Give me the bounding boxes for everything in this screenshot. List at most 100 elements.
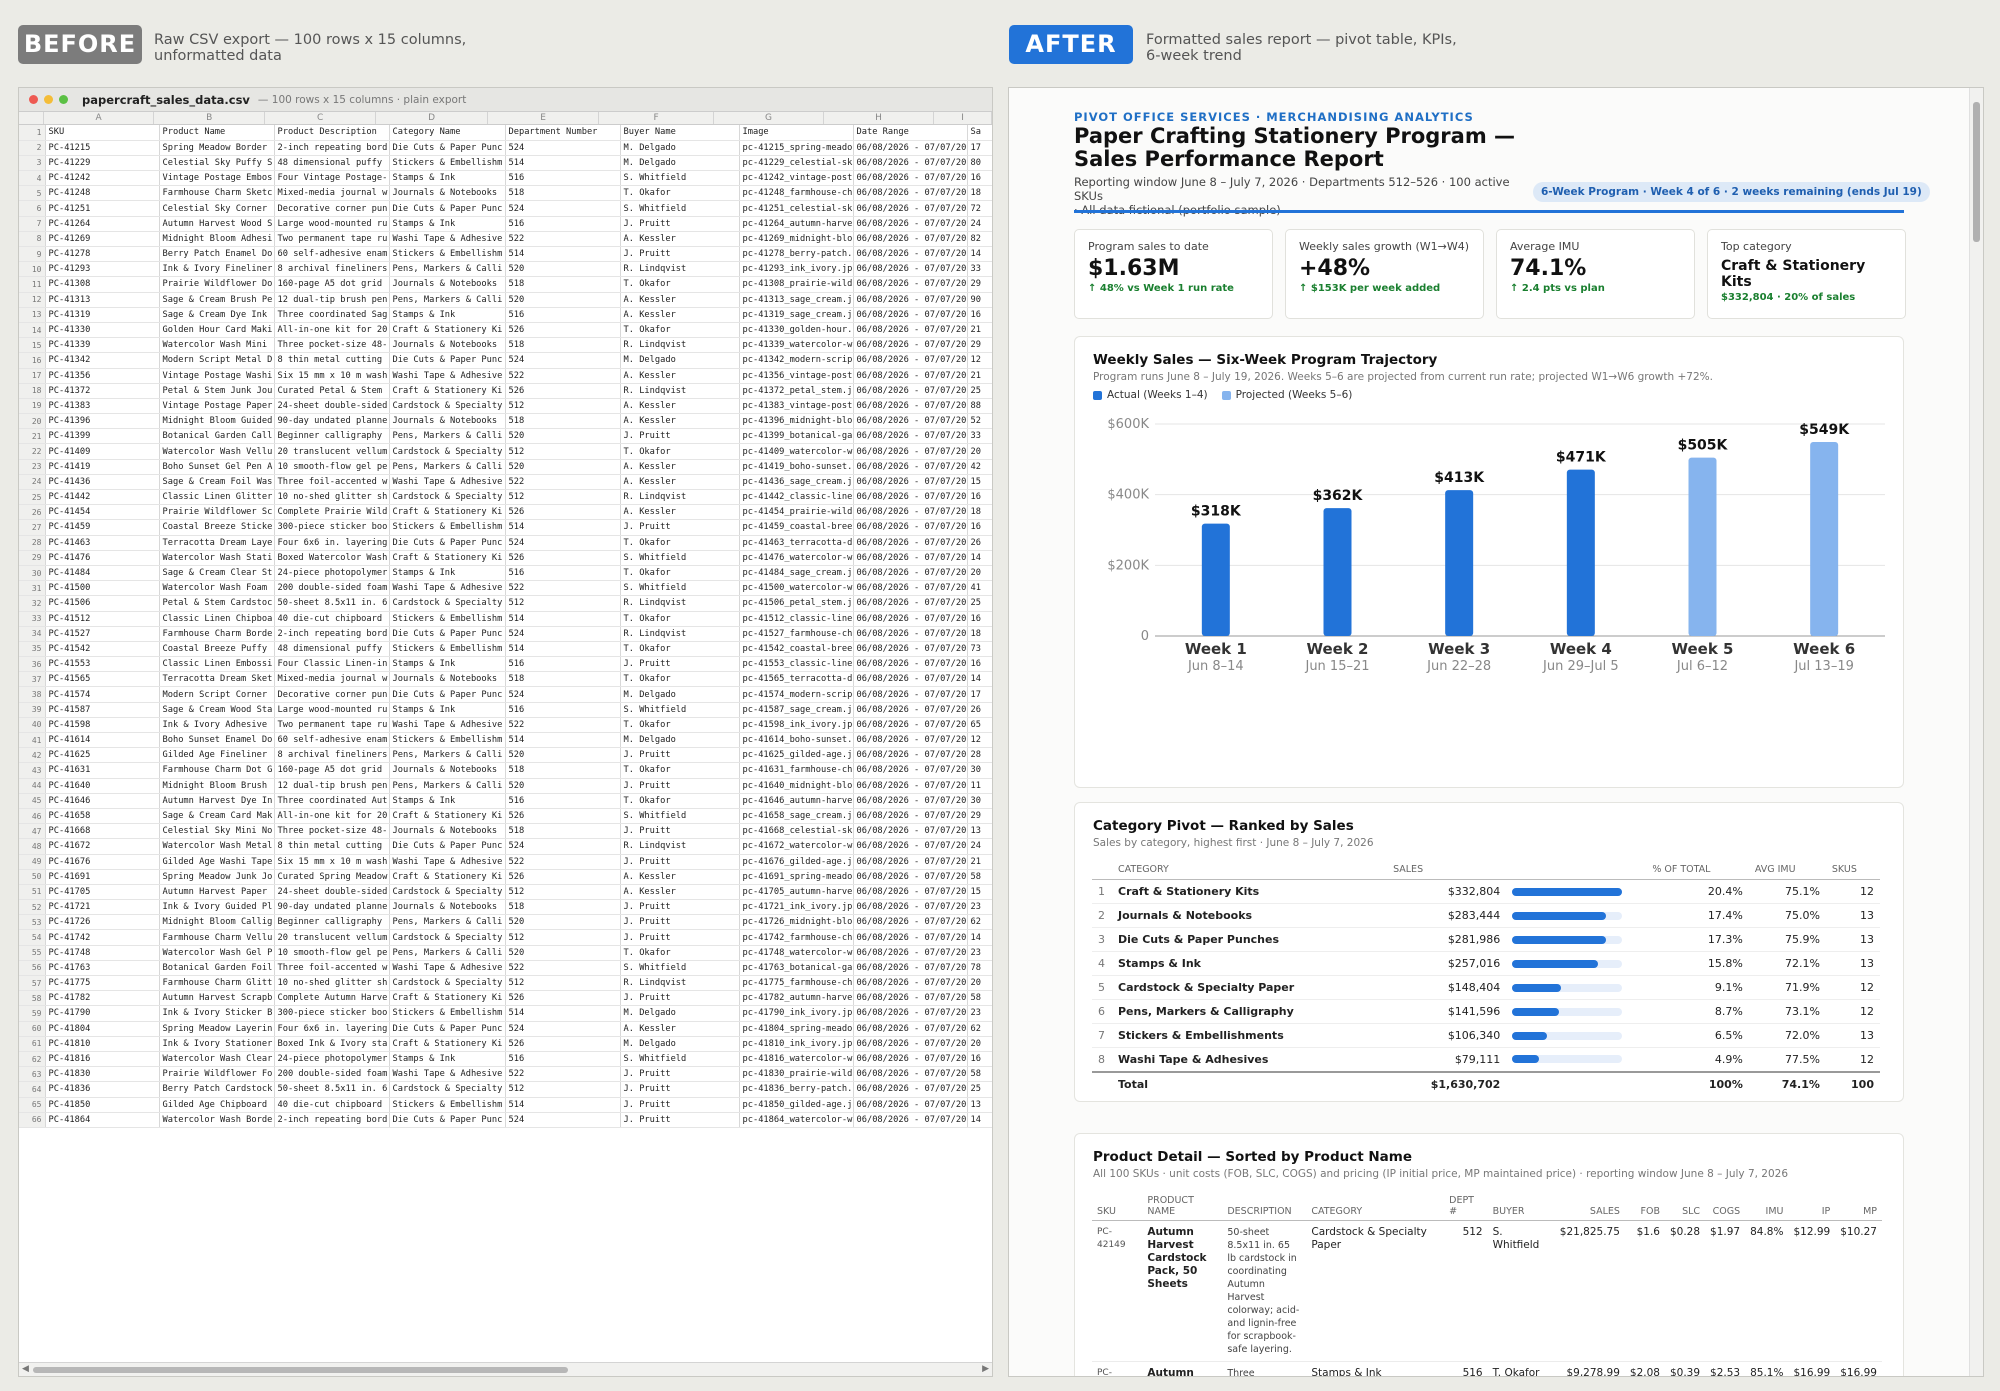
csv-cell[interactable]: Four 6x6 in. layering <box>274 1021 390 1037</box>
csv-cell[interactable]: 526 <box>505 869 621 885</box>
csv-cell[interactable]: PC-41383 <box>45 398 160 415</box>
csv-cell[interactable]: 80 <box>967 155 992 172</box>
csv-cell[interactable]: 06/08/2026 - 07/07/20 <box>853 337 968 354</box>
csv-cell[interactable]: pc-41251_celestial-sk <box>739 200 854 217</box>
csv-cell[interactable]: 21 <box>967 854 992 870</box>
csv-cell[interactable]: 58 <box>967 1066 992 1083</box>
csv-cell[interactable]: Category Name <box>389 125 506 141</box>
csv-cell[interactable]: Die Cuts & Paper Punc <box>389 352 506 369</box>
csv-cell[interactable]: T. Okafor <box>620 185 740 202</box>
csv-cell[interactable]: J. Pruitt <box>620 929 740 946</box>
csv-cell[interactable]: 526 <box>505 504 621 521</box>
csv-cell[interactable]: pc-41782_autumn-harve <box>739 990 854 1007</box>
csv-cell[interactable]: 06/08/2026 - 07/07/20 <box>853 185 968 202</box>
csv-cell[interactable]: PC-41442 <box>45 489 160 506</box>
csv-cell[interactable]: Stamps & Ink <box>389 1051 506 1068</box>
csv-cell[interactable]: Watercolor Wash Mini <box>159 337 275 354</box>
csv-cell[interactable]: Ink & Ivory Sticker B <box>159 1005 275 1022</box>
csv-cell[interactable]: PC-41565 <box>45 671 160 688</box>
csv-cell[interactable]: Spring Meadow Layerin <box>159 1021 275 1037</box>
csv-cell[interactable]: PC-41248 <box>45 185 160 202</box>
csv-cell[interactable]: Vintage Postage Paper <box>159 398 275 415</box>
csv-cell[interactable]: 16 <box>967 489 992 506</box>
csv-cell[interactable]: Watercolor Wash Vellu <box>159 443 275 460</box>
csv-cell[interactable]: Mixed-media journal w <box>274 671 390 688</box>
detail-col-header[interactable]: MP <box>1835 1192 1882 1221</box>
csv-cell[interactable]: Pens, Markers & Calli <box>389 459 506 475</box>
csv-cell[interactable]: pc-41436_sage_cream.j <box>739 474 854 491</box>
csv-cell[interactable]: Sage & Cream Clear St <box>159 565 275 582</box>
csv-cell[interactable]: 12 <box>967 732 992 749</box>
csv-cell[interactable]: Washi Tape & Adhesive <box>389 231 506 248</box>
csv-cell[interactable]: Coastal Breeze Puffy <box>159 641 275 658</box>
csv-cell[interactable]: 06/08/2026 - 07/07/20 <box>853 352 968 369</box>
csv-cell[interactable]: 10 smooth-flow gel pe <box>274 459 390 475</box>
csv-cell[interactable]: 06/08/2026 - 07/07/20 <box>853 292 968 308</box>
csv-cell[interactable]: PC-41242 <box>45 170 160 187</box>
csv-cell[interactable]: pc-41705_autumn-harve <box>739 884 854 901</box>
csv-cell[interactable]: Beginner calligraphy <box>274 428 390 445</box>
csv-cell[interactable]: 520 <box>505 261 621 278</box>
csv-cell[interactable]: Large wood-mounted ru <box>274 702 390 718</box>
csv-cell[interactable]: PC-41614 <box>45 732 160 749</box>
csv-cell[interactable]: Two permanent tape ru <box>274 717 390 734</box>
csv-cell[interactable]: R. Lindqvist <box>620 838 740 855</box>
csv-cell[interactable]: 520 <box>505 428 621 445</box>
csv-cell[interactable]: 06/08/2026 - 07/07/20 <box>853 960 968 977</box>
csv-cell[interactable]: M. Delgado <box>620 140 740 156</box>
csv-cell[interactable]: Three foil-accented w <box>274 474 390 491</box>
csv-cell[interactable]: pc-41506_petal_stem.j <box>739 595 854 612</box>
csv-cell[interactable]: 06/08/2026 - 07/07/20 <box>853 656 968 673</box>
csv-cell[interactable]: PC-41229 <box>45 155 160 172</box>
csv-cell[interactable]: T. Okafor <box>620 945 740 961</box>
csv-cell[interactable]: Craft & Stationery Ki <box>389 504 506 521</box>
csv-cell[interactable]: PC-41342 <box>45 352 160 369</box>
csv-cell[interactable]: S. Whitfield <box>620 170 740 187</box>
csv-cell[interactable]: Sage & Cream Card Mak <box>159 808 275 825</box>
csv-cell[interactable]: J. Pruitt <box>620 1081 740 1098</box>
csv-cell[interactable]: J. Pruitt <box>620 778 740 794</box>
csv-cell[interactable]: PC-41775 <box>45 975 160 992</box>
csv-cell[interactable]: 50-sheet 8.5x11 in. 6 <box>274 1081 390 1098</box>
csv-cell[interactable]: 526 <box>505 990 621 1007</box>
csv-cell[interactable]: Watercolor Wash Foam <box>159 580 275 597</box>
column-letter[interactable] <box>19 112 45 124</box>
csv-cell[interactable]: 06/08/2026 - 07/07/20 <box>853 929 968 946</box>
csv-cell[interactable]: PC-41476 <box>45 550 160 566</box>
column-letter[interactable]: C <box>265 112 377 124</box>
csv-cell[interactable]: PC-41668 <box>45 823 160 840</box>
csv-cell[interactable]: 524 <box>505 352 621 369</box>
csv-cell[interactable]: pc-41672_watercolor-w <box>739 838 854 855</box>
detail-col-header[interactable]: IMU <box>1745 1192 1789 1221</box>
csv-cell[interactable]: 06/08/2026 - 07/07/20 <box>853 808 968 825</box>
csv-cell[interactable]: PC-41625 <box>45 747 160 764</box>
csv-cell[interactable]: Washi Tape & Adhesive <box>389 368 506 384</box>
csv-cell[interactable]: Die Cuts & Paper Punc <box>389 140 506 156</box>
csv-cell[interactable]: Stamps & Ink <box>389 656 506 673</box>
csv-cell[interactable]: 50-sheet 8.5x11 in. 6 <box>274 595 390 612</box>
csv-cell[interactable]: 520 <box>505 778 621 794</box>
csv-cell[interactable]: pc-41574_modern-scrip <box>739 686 854 703</box>
csv-cell[interactable]: 12 <box>967 352 992 369</box>
csv-cell[interactable]: PC-41251 <box>45 200 160 217</box>
csv-cell[interactable]: 29 <box>967 337 992 354</box>
csv-cell[interactable]: 12 dual-tip brush pen <box>274 778 390 794</box>
csv-cell[interactable]: 524 <box>505 1112 621 1128</box>
csv-cell[interactable]: Stamps & Ink <box>389 307 506 323</box>
column-letter[interactable]: I <box>934 112 992 124</box>
csv-cell[interactable]: Journals & Notebooks <box>389 413 506 430</box>
csv-cell[interactable]: Journals & Notebooks <box>389 823 506 840</box>
csv-cell[interactable]: 526 <box>505 383 621 399</box>
csv-cell[interactable]: Cardstock & Specialty <box>389 929 506 946</box>
csv-cell[interactable]: 2-inch repeating bord <box>274 626 390 642</box>
csv-cell[interactable]: Pens, Markers & Calli <box>389 292 506 308</box>
csv-cell[interactable]: 06/08/2026 - 07/07/20 <box>853 443 968 460</box>
csv-cell[interactable]: 20 <box>967 565 992 582</box>
csv-cell[interactable]: 524 <box>505 838 621 855</box>
csv-cell[interactable]: 06/08/2026 - 07/07/20 <box>853 1081 968 1098</box>
csv-cell[interactable]: Craft & Stationery Ki <box>389 383 506 399</box>
csv-cell[interactable]: 300-piece sticker boo <box>274 1005 390 1022</box>
csv-cell[interactable]: S. Whitfield <box>620 1051 740 1068</box>
csv-cell[interactable]: PC-41215 <box>45 140 160 156</box>
csv-cell[interactable]: 60 self-adhesive enam <box>274 732 390 749</box>
